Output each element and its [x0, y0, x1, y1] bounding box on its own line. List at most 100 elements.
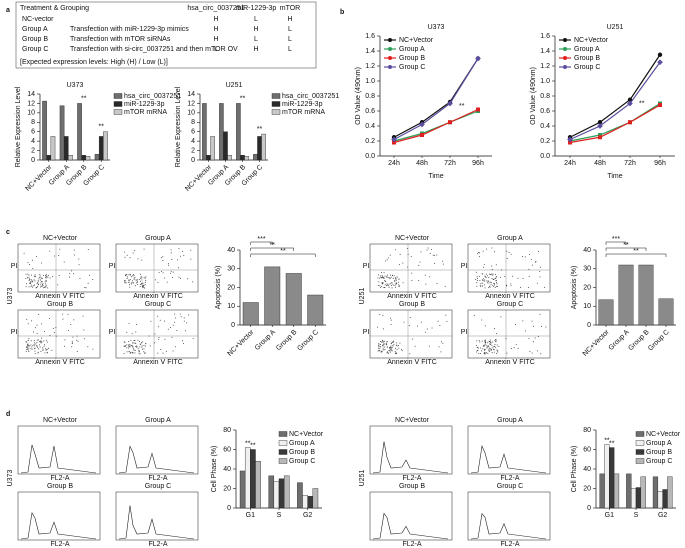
chart-title: U373: [428, 24, 445, 31]
dot: [76, 350, 78, 352]
bar: [662, 489, 668, 509]
dot: [132, 273, 134, 275]
dot: [43, 345, 45, 347]
significance: **: [633, 248, 639, 255]
dot: [493, 351, 495, 353]
dot: [377, 274, 379, 276]
bar: [210, 136, 215, 161]
dot: [46, 348, 48, 350]
dot: [490, 341, 492, 343]
dot: [141, 346, 143, 348]
dot: [48, 318, 50, 320]
dot: [133, 277, 135, 279]
y-tick-label: 0: [227, 505, 231, 512]
dot: [390, 345, 392, 347]
dot: [34, 348, 36, 350]
dot: [483, 263, 485, 265]
dots: [377, 247, 446, 289]
dot: [389, 350, 391, 352]
dot: [386, 341, 388, 343]
bar: [626, 473, 632, 509]
dot: [131, 352, 133, 354]
dot: [78, 258, 80, 260]
dot: [396, 342, 398, 344]
dot: [395, 249, 397, 251]
dot: [377, 326, 379, 328]
bracket: [605, 241, 627, 245]
plot-y-label: PI: [363, 329, 370, 336]
dot: [425, 283, 427, 285]
dot: [177, 267, 179, 269]
plot-title: Group B: [47, 483, 73, 490]
dot: [383, 349, 385, 351]
dot: [432, 254, 434, 256]
dot: [508, 251, 510, 253]
dot: [143, 248, 145, 250]
dot: [27, 343, 29, 345]
dot: [140, 284, 142, 286]
dot: [484, 348, 486, 350]
dot: [67, 313, 69, 315]
dot: [382, 343, 384, 345]
dot: [141, 279, 143, 281]
dot: [496, 349, 498, 351]
legend-swatch: [278, 449, 288, 455]
dot: [495, 341, 497, 343]
bar: [236, 103, 241, 161]
dot: [418, 279, 420, 281]
y-tick-label: 1.2: [540, 63, 550, 70]
dot: [391, 348, 393, 350]
dot: [163, 320, 165, 322]
y-axis-label: Cell Phase (%): [571, 446, 578, 493]
dot: [40, 340, 42, 342]
dot: [132, 346, 134, 348]
dot: [394, 277, 396, 279]
dot: [183, 317, 185, 319]
significance: **: [609, 440, 615, 447]
dot: [139, 285, 141, 287]
dot: [442, 263, 444, 265]
histogram-trace: [372, 512, 449, 540]
dot: [390, 347, 392, 349]
dot: [517, 347, 519, 349]
significance: **: [240, 95, 246, 102]
dot: [27, 339, 29, 341]
dot: [143, 351, 145, 353]
x-tick-label: 96h: [654, 160, 666, 167]
legend-label: Group C: [574, 64, 600, 71]
dot: [496, 344, 498, 346]
dot: [157, 352, 159, 354]
dot: [378, 345, 380, 347]
dot: [536, 282, 538, 284]
dot: [69, 272, 71, 274]
dot: [390, 317, 392, 319]
plot-y-label: PI: [109, 329, 116, 336]
table-level: L: [288, 26, 292, 33]
plot-x-label: Annexin Ⅴ FITC: [387, 359, 437, 366]
dot: [185, 322, 187, 324]
dot: [143, 277, 145, 279]
bar: [250, 449, 256, 509]
dot: [168, 264, 170, 266]
dot: [37, 339, 39, 341]
dot: [505, 285, 507, 287]
y-tick-label: 10: [583, 303, 591, 310]
dot: [381, 351, 383, 353]
dot: [391, 350, 393, 352]
bar: [253, 154, 258, 161]
dot: [492, 273, 494, 275]
dot: [438, 346, 440, 348]
dot: [398, 286, 400, 288]
dot: [387, 346, 389, 348]
dot: [481, 279, 483, 281]
bracket: [605, 253, 667, 257]
dot: [141, 259, 143, 261]
dot: [49, 277, 51, 279]
dot: [494, 339, 496, 341]
dot: [176, 329, 178, 331]
dot: [495, 339, 497, 341]
histogram-trace: [20, 511, 97, 540]
dot: [39, 275, 41, 277]
plot-frame: [369, 243, 453, 293]
dot: [385, 281, 387, 283]
